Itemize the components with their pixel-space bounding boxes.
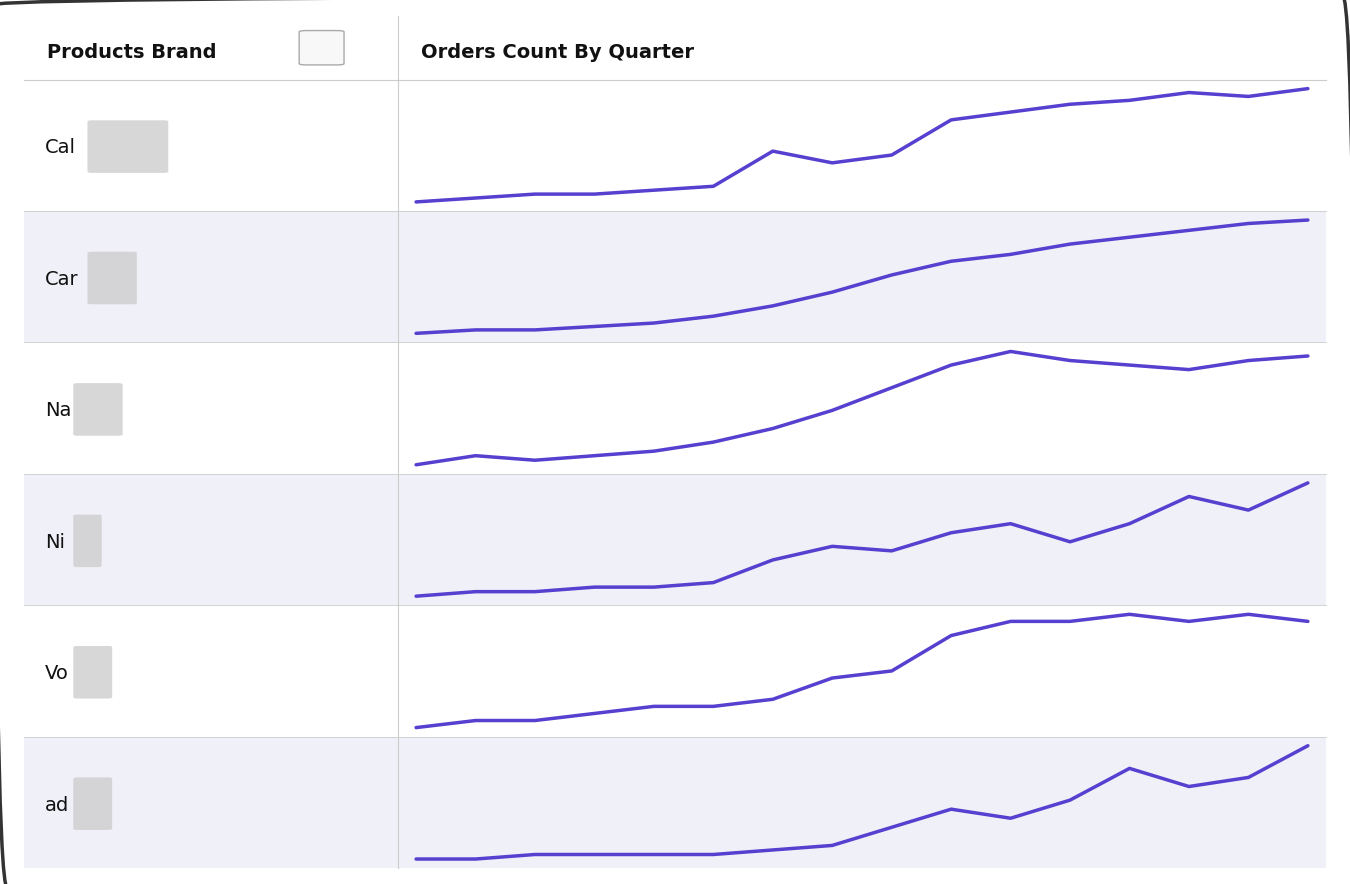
Text: ad: ad <box>45 796 69 814</box>
FancyBboxPatch shape <box>300 31 344 65</box>
Text: Vo: Vo <box>45 664 69 683</box>
Text: Car: Car <box>45 270 78 289</box>
Text: ∧: ∧ <box>317 42 327 54</box>
FancyBboxPatch shape <box>88 120 169 173</box>
Text: Orders Count By Quarter: Orders Count By Quarter <box>421 43 694 63</box>
Text: Products Brand: Products Brand <box>47 43 216 63</box>
FancyBboxPatch shape <box>73 777 112 830</box>
FancyBboxPatch shape <box>88 252 136 304</box>
FancyBboxPatch shape <box>73 383 123 436</box>
Text: Na: Na <box>45 401 72 420</box>
FancyBboxPatch shape <box>73 646 112 698</box>
Text: Ni: Ni <box>45 533 65 552</box>
FancyBboxPatch shape <box>73 514 101 568</box>
Text: Cal: Cal <box>45 139 76 157</box>
